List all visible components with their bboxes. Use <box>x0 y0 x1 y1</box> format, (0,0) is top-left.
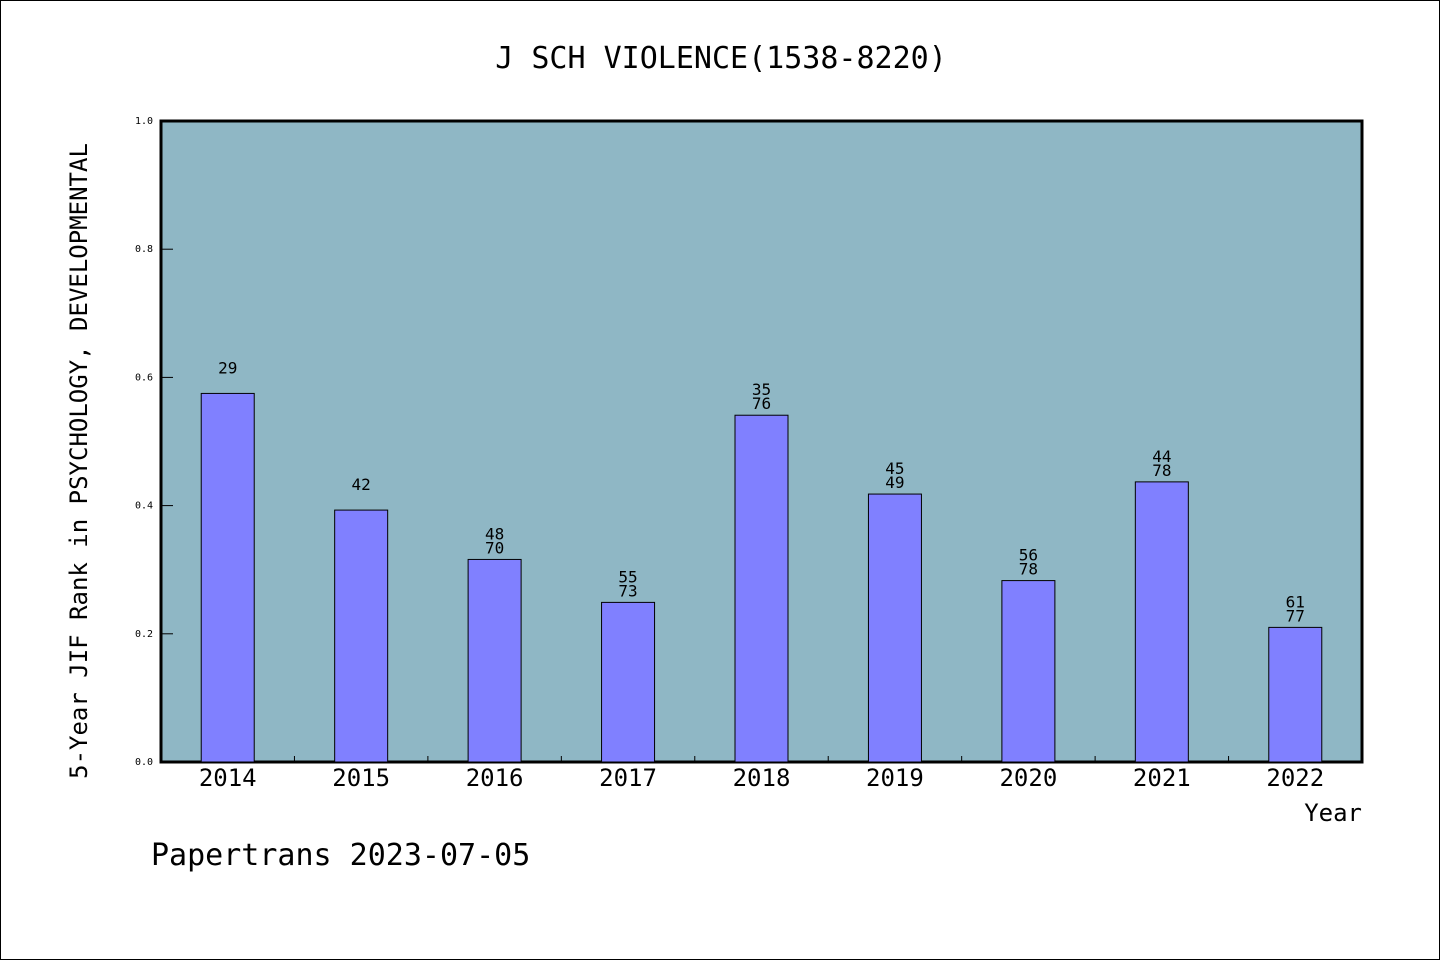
x-tick-label-2015: 2015 <box>332 764 390 792</box>
bar-2017 <box>601 601 656 763</box>
bar-label-2021-2: 78 <box>1152 461 1171 480</box>
bar-label-2019-2: 49 <box>885 473 904 492</box>
bar-label-2016-2: 70 <box>485 538 504 557</box>
x-axis-label: Year <box>1304 799 1362 827</box>
x-tick-label-2017: 2017 <box>599 764 657 792</box>
y-tick-label-0.6: 0.6 <box>135 372 153 383</box>
bar-label-2021-1: 44 <box>1152 447 1171 466</box>
y-tick-label-0.8: 0.8 <box>135 244 153 255</box>
bar-2018 <box>734 414 789 763</box>
bar-label-2017-1: 55 <box>618 567 637 586</box>
bar-label-2020-2: 78 <box>1019 560 1038 579</box>
y-tick-label-1.0: 1.0 <box>135 116 153 127</box>
bar-label-2022-1: 61 <box>1286 592 1305 611</box>
bar-label-2022-2: 77 <box>1286 606 1305 625</box>
x-tick-label-2016: 2016 <box>466 764 524 792</box>
footer-credit: Papertrans 2023-07-05 <box>151 838 530 873</box>
x-tick-label-2018: 2018 <box>733 764 791 792</box>
x-tick-label-2014: 2014 <box>199 764 257 792</box>
x-tick-label-2022: 2022 <box>1266 764 1324 792</box>
y-tick-label-0.4: 0.4 <box>135 501 153 512</box>
chart-title: J SCH VIOLENCE(1538-8220) <box>495 41 947 76</box>
bar-label-2017-2: 73 <box>618 581 637 600</box>
bar-2019 <box>867 493 922 763</box>
y-tick-label-0.0: 0.0 <box>135 757 153 768</box>
bar-2016 <box>467 558 522 763</box>
y-tick-label-0.2: 0.2 <box>135 629 153 640</box>
bar-label-2014-1: 29 <box>218 358 237 377</box>
x-tick-label-2021: 2021 <box>1133 764 1191 792</box>
y-axis-label: 5-Year JIF Rank in PSYCHOLOGY, DEVELOPME… <box>65 143 93 779</box>
bar-2022 <box>1268 626 1323 763</box>
x-tick-label-2019: 2019 <box>866 764 924 792</box>
bar-label-2020-1: 56 <box>1019 546 1038 565</box>
bar-2015 <box>334 509 389 763</box>
bar-label-2018-2: 76 <box>752 394 771 413</box>
bar-2014 <box>200 392 255 763</box>
x-tick-label-2020: 2020 <box>999 764 1057 792</box>
bar-label-2019-1: 45 <box>885 459 904 478</box>
bar-label-2016-1: 48 <box>485 524 504 543</box>
bar-label-2018-1: 35 <box>752 380 771 399</box>
bar-2020 <box>1001 580 1056 763</box>
bar-2021 <box>1134 481 1189 763</box>
bar-label-2015-1: 42 <box>352 475 371 494</box>
